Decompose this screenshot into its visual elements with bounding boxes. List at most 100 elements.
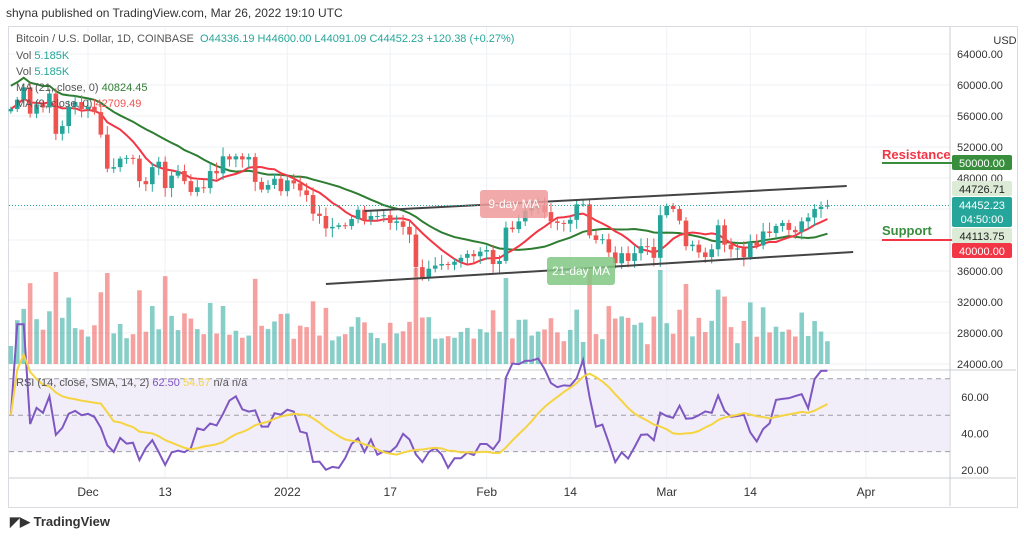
x-tick-label: Mar [656, 485, 677, 499]
volume-bar [805, 335, 811, 364]
volume-bar [465, 327, 470, 364]
candle-body [773, 226, 779, 234]
candle-body [741, 248, 747, 258]
volume-bar [747, 302, 753, 364]
candle-body [593, 235, 599, 240]
volume-bar [625, 317, 631, 364]
y-tick-label: 56000.00 [957, 111, 1003, 123]
volume-bar [664, 323, 669, 364]
volume-bar [574, 309, 579, 364]
ma21-value: 40824.45 [101, 82, 148, 94]
rsi-na-1: n/a [213, 377, 229, 389]
volume-bar [304, 327, 309, 364]
volume-bar [72, 328, 78, 364]
candle-body [715, 225, 721, 250]
candle-body [651, 246, 657, 258]
volume-bar [619, 316, 624, 364]
currency-label: USD [993, 35, 1016, 47]
vol-label: Vol [16, 66, 32, 78]
candle-body [812, 209, 817, 218]
candle-body [407, 226, 412, 235]
volume-bar [490, 310, 496, 364]
volume-bar [497, 331, 502, 364]
symbol-name: Bitcoin / U.S. Dollar, 1D, COINBASE [16, 33, 194, 45]
candle-body [342, 225, 348, 227]
candle-body [92, 106, 97, 113]
vol-label: Vol [16, 50, 32, 62]
volume-bar [137, 290, 142, 364]
candle-body [600, 239, 605, 241]
candle-body [786, 222, 792, 230]
candle-body [59, 126, 65, 134]
volume-bar [780, 331, 785, 364]
rsi-sma-line [9, 351, 828, 456]
last-price-tag: 04:50:00 [961, 214, 1004, 226]
volume-bar [522, 319, 528, 364]
volume-bar [310, 301, 316, 364]
ma9-legend: MA (9, close, 0) 42709.49 [16, 98, 141, 110]
candle-body [375, 215, 380, 217]
volume-bar [240, 337, 245, 364]
candle-body [368, 215, 374, 220]
candle-body [14, 99, 20, 110]
resistance-price-tag: 50000.00 [959, 158, 1005, 170]
candle-body [182, 171, 187, 182]
candle-body [690, 244, 695, 247]
volume-bar [330, 340, 335, 364]
volume-bar [272, 321, 277, 364]
volume-bar [786, 329, 792, 364]
ma21-legend: MA (21, close, 0) 40824.45 [16, 82, 148, 94]
volume-bar [66, 297, 72, 364]
high-price-tag-bg [952, 181, 1012, 196]
volume-bar [799, 312, 805, 364]
candle-body [548, 212, 554, 222]
candle-body [645, 246, 650, 248]
volume-bar [477, 329, 483, 364]
volume-bar [426, 317, 432, 364]
candle-body [246, 157, 252, 160]
candle-body [747, 242, 753, 258]
volume-bar [741, 321, 747, 364]
volume-bar [150, 306, 155, 364]
candle-body [98, 112, 104, 135]
volume-bar [381, 343, 387, 364]
x-tick-label: 17 [384, 485, 398, 499]
chart-frame[interactable] [8, 26, 1018, 508]
volume-bar [285, 313, 290, 364]
tradingview-logo[interactable]: ◤▶ TradingView [10, 514, 110, 530]
volume-bar [503, 278, 509, 364]
candle-body [638, 246, 644, 254]
volume-bar [413, 268, 419, 364]
volume-bar [34, 319, 39, 364]
candle-body [214, 171, 219, 174]
candle-body [664, 205, 669, 216]
candle-body [272, 178, 277, 185]
low-price-tag: 44113.75 [959, 231, 1004, 243]
volume-bar [259, 325, 264, 364]
vol-value: 5.185K [34, 66, 70, 78]
volume-bar [104, 273, 110, 364]
candle-body [709, 249, 715, 258]
volume-bar [754, 336, 760, 364]
candle-body [207, 171, 213, 189]
candle-body [606, 239, 612, 253]
candle-body [793, 229, 798, 233]
candle-body [452, 261, 457, 265]
volume-bar [124, 338, 129, 364]
volume-bar [709, 320, 715, 364]
candle-body [683, 220, 689, 247]
volume-bar [342, 334, 348, 364]
candle-body [137, 158, 142, 182]
candle-body [722, 225, 727, 245]
volume-bar [252, 278, 258, 364]
ma21-callout [547, 257, 615, 285]
candle-body [53, 93, 59, 134]
volume-bar [130, 334, 136, 364]
candle-body [767, 231, 772, 234]
volume-bar [632, 324, 637, 364]
volume-bar [542, 329, 547, 364]
candle-body [702, 252, 708, 258]
volume-bar [735, 343, 740, 364]
candle-body [162, 161, 168, 189]
